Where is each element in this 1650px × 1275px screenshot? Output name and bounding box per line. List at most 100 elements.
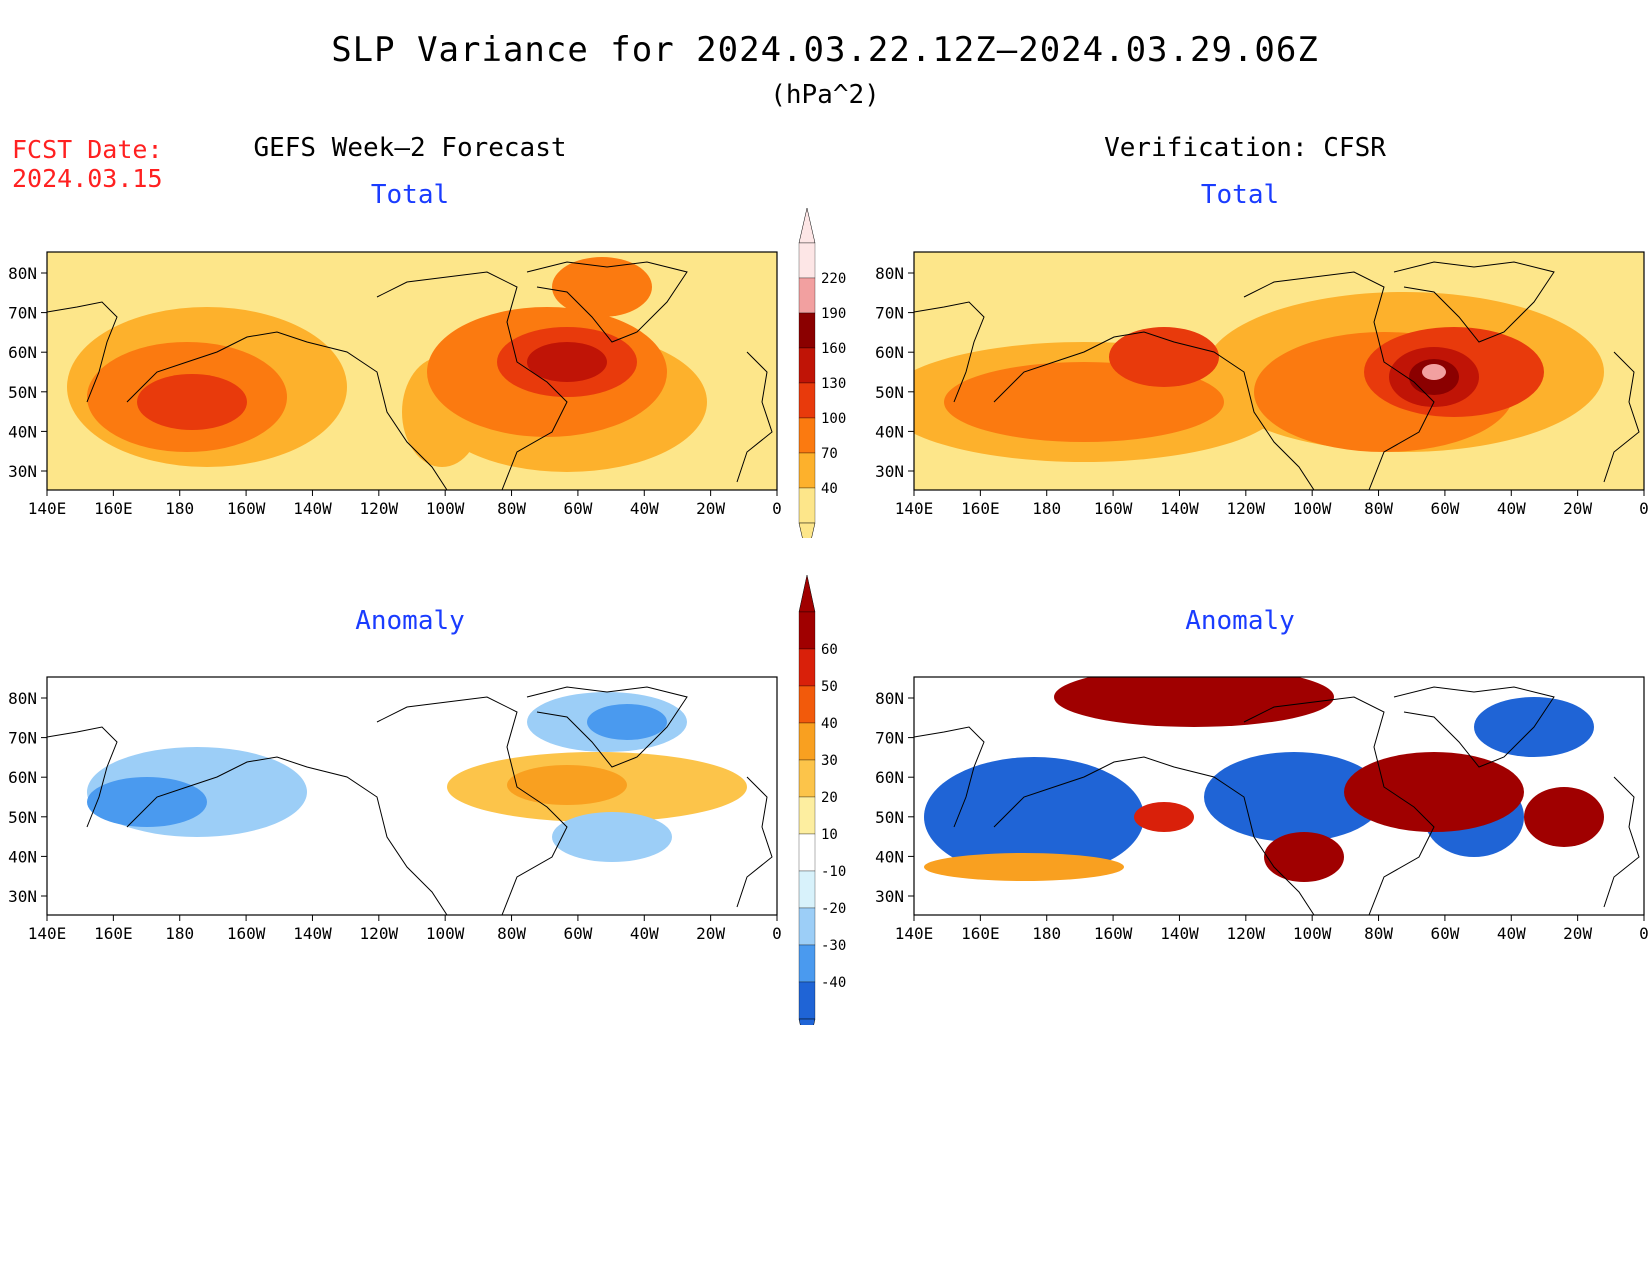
lon-label: 180	[165, 499, 194, 518]
lat-label: 60N	[875, 768, 904, 787]
lat-label: 60N	[8, 768, 37, 787]
contour-region	[1054, 677, 1334, 727]
contour-region	[924, 853, 1124, 881]
colorbar-label: 130	[821, 376, 846, 392]
lon-label: 60W	[1430, 924, 1459, 943]
contour-region	[1109, 327, 1219, 387]
lon-label: 160W	[227, 499, 266, 518]
lat-label: 70N	[875, 729, 904, 748]
colorbar-label: 220	[821, 271, 846, 287]
cfsr-total-map: 80N 70N 60N 50N 40N 30N 140E 160E 180 160W 140W 120…	[875, 251, 1649, 518]
anomaly-colorbar: 60 50 40 30 20 10 -10 -20 -30 -40	[798, 575, 846, 1025]
lon-label: 160E	[961, 924, 1000, 943]
lat-label: 60N	[8, 343, 37, 362]
lon-label: 120W	[1227, 499, 1266, 518]
contour-region	[587, 704, 667, 740]
colorbar-segment	[798, 452, 816, 489]
lon-label: 20W	[1563, 499, 1592, 518]
lon-label: 160E	[961, 499, 1000, 518]
colorbar-label: 60	[821, 642, 838, 658]
lat-label: 30N	[875, 887, 904, 906]
colorbar-segment	[798, 487, 816, 524]
colorbar-label: 40	[821, 716, 838, 732]
colorbar-arrow-bottom	[798, 1018, 816, 1025]
contour-region	[507, 765, 627, 805]
lon-label: 0	[772, 499, 782, 518]
forecast-date-value: 2024.03.15	[12, 164, 163, 193]
lon-label: 80W	[1364, 924, 1393, 943]
lon-label: 40W	[630, 924, 659, 943]
lon-label: 160W	[1094, 499, 1133, 518]
lon-label: 40W	[630, 499, 659, 518]
colorbar-label: 30	[821, 753, 838, 769]
contour-region	[137, 374, 247, 430]
contour-region	[1344, 752, 1524, 832]
gefs-total-map: 80N 70N 60N 50N 40N 30N 140E 160E 180 160W 140W 120…	[8, 251, 782, 518]
contour-region	[1422, 364, 1446, 380]
lon-label: 100W	[426, 924, 465, 943]
lon-label: 0	[772, 924, 782, 943]
colorbar-segment	[798, 417, 816, 454]
colorbar-segment	[798, 870, 816, 909]
colorbar-segment	[798, 382, 816, 419]
lon-label: 140W	[1160, 499, 1199, 518]
lat-label: 80N	[8, 264, 37, 283]
coastline	[47, 686, 773, 915]
lon-label: 140E	[895, 924, 934, 943]
lon-label: 40W	[1497, 924, 1526, 943]
lon-label: 40W	[1497, 499, 1526, 518]
colorbar-label: 50	[821, 679, 838, 695]
coastline	[914, 686, 1640, 915]
lat-label: 70N	[8, 304, 37, 323]
lat-label: 80N	[875, 689, 904, 708]
colorbar-label: 70	[821, 446, 838, 462]
lon-label: 180	[165, 924, 194, 943]
lon-label: 60W	[563, 499, 592, 518]
colorbar-label: 160	[821, 341, 846, 357]
map-frame	[913, 251, 1645, 491]
colorbar-arrow-bottom	[798, 522, 816, 538]
lon-label: 100W	[426, 499, 465, 518]
colorbar-label: -30	[821, 938, 846, 954]
colorbar-segment	[798, 759, 816, 798]
lon-label: 140E	[28, 499, 67, 518]
contour-region	[1524, 787, 1604, 847]
lat-label: 30N	[875, 462, 904, 481]
units-label: (hPa^2)	[770, 80, 880, 110]
contour-region	[1264, 832, 1344, 882]
lon-label: 60W	[563, 924, 592, 943]
colorbar-segment	[798, 685, 816, 724]
right-column-title: Verification: CFSR	[1104, 133, 1386, 163]
lon-label: 160E	[94, 499, 133, 518]
colorbar-segment	[798, 312, 816, 349]
lon-label: 20W	[696, 924, 725, 943]
lat-label: 60N	[875, 343, 904, 362]
colorbar-label: 100	[821, 411, 846, 427]
colorbar-label: -40	[821, 975, 846, 991]
lon-label: 180	[1032, 499, 1061, 518]
lon-label: 160W	[1094, 924, 1133, 943]
lon-label: 20W	[1563, 924, 1592, 943]
lon-label: 140W	[293, 924, 332, 943]
lon-label: 180	[1032, 924, 1061, 943]
colorbar-segment	[798, 611, 816, 650]
lat-label: 50N	[875, 808, 904, 827]
colorbar-segment	[798, 907, 816, 946]
lon-label: 140E	[28, 924, 67, 943]
colorbar-label: -10	[821, 864, 846, 880]
colorbar-segment	[798, 347, 816, 384]
figure-title: SLP Variance for 2024.03.22.12Z–2024.03.…	[331, 30, 1319, 70]
cfsr-anomaly-title: Anomaly	[1185, 606, 1295, 636]
colorbar-arrow-top	[798, 208, 816, 244]
lat-label: 40N	[875, 422, 904, 441]
cfsr-total-title: Total	[1200, 180, 1280, 210]
contour-region	[924, 757, 1144, 877]
lon-label: 100W	[1293, 924, 1332, 943]
lat-label: 30N	[8, 462, 37, 481]
lon-label: 160W	[227, 924, 266, 943]
lon-label: 120W	[360, 924, 399, 943]
lat-label: 30N	[8, 887, 37, 906]
lat-label: 50N	[875, 383, 904, 402]
lon-label: 0	[1639, 499, 1649, 518]
map-frame	[913, 676, 1645, 916]
